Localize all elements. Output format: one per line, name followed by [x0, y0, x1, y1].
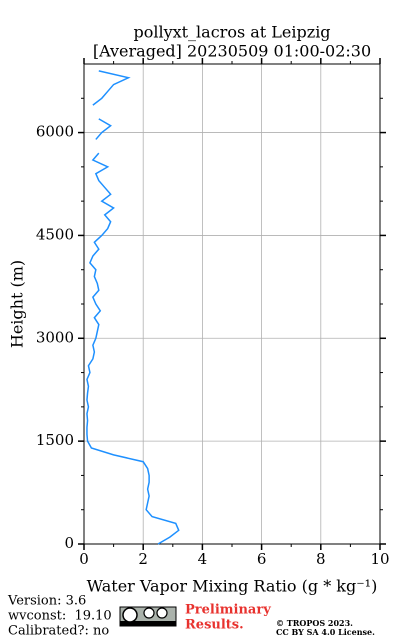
x-axis-label: Water Vapor Mixing Ratio (g * kg⁻¹) — [87, 577, 378, 596]
y-tick-label: 6000 — [36, 123, 74, 141]
x-tick-label: 8 — [316, 550, 326, 568]
copyright: © TROPOS 2023. — [276, 618, 353, 628]
x-tick-label: 10 — [370, 550, 389, 568]
wvconst: wvconst: 19.10 — [8, 609, 112, 624]
profile-line — [86, 70, 180, 545]
calibrated: Calibrated?: no — [8, 624, 109, 639]
y-tick-label: 3000 — [36, 328, 74, 346]
license: CC BY SA 4.0 License. — [276, 627, 375, 637]
y-tick-label: 4500 — [36, 225, 74, 243]
chart-title: pollyxt_lacros at Leipzig — [133, 23, 330, 42]
y-axis-label: Height (m) — [8, 260, 27, 348]
chart-subtitle: [Averaged] 20230509 01:00-02:30 — [93, 42, 371, 61]
cc-logo — [119, 606, 177, 627]
version: Version: 3.6 — [7, 594, 86, 609]
x-tick-label: 6 — [257, 550, 267, 568]
y-tick-label: 0 — [64, 534, 74, 552]
x-tick-label: 0 — [79, 550, 89, 568]
x-tick-label: 2 — [138, 550, 148, 568]
y-tick-label: 1500 — [36, 431, 74, 449]
preliminary: Preliminary — [185, 603, 271, 618]
x-tick-label: 4 — [198, 550, 208, 568]
plot-frame — [83, 63, 381, 545]
preliminary: Results. — [185, 618, 244, 633]
